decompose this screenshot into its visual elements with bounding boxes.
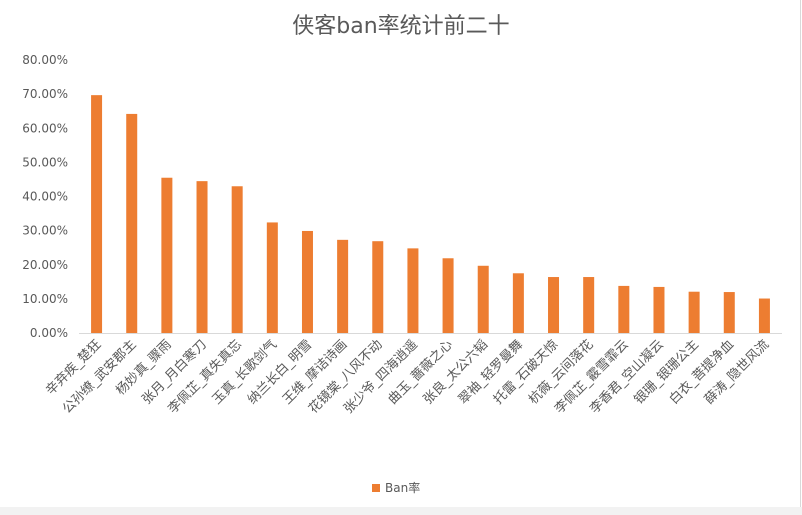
bar	[407, 248, 419, 333]
bar	[301, 230, 313, 333]
bar	[161, 177, 173, 333]
y-tick-label: 20.00%	[22, 258, 68, 272]
bar	[231, 186, 243, 333]
bar	[266, 222, 278, 333]
window-bottom-edge	[0, 507, 802, 515]
y-tick-label: 10.00%	[22, 292, 68, 306]
bar	[758, 298, 770, 333]
bar-group	[91, 95, 770, 334]
y-tick-label: 30.00%	[22, 224, 68, 238]
y-tick-label: 80.00%	[22, 53, 68, 67]
bar	[723, 292, 735, 333]
bar	[583, 277, 595, 333]
y-tick-label: 60.00%	[22, 121, 68, 135]
bar	[688, 291, 700, 333]
y-axis: 0.00% 10.00% 20.00% 30.00% 40.00% 50.00% 60.00…	[22, 53, 68, 340]
bar	[126, 113, 138, 333]
bar	[548, 277, 560, 333]
bar	[618, 285, 630, 333]
bar	[442, 258, 454, 333]
y-tick-label: 40.00%	[22, 190, 68, 204]
y-tick-label: 50.00%	[22, 155, 68, 169]
bar	[337, 239, 349, 333]
legend-label: Ban率	[385, 481, 421, 495]
bar	[477, 265, 489, 333]
chart-title: 侠客ban率统计前二十	[292, 14, 510, 39]
y-tick-label: 70.00%	[22, 87, 68, 101]
x-axis: 辛弃疾_楚狂公孙缭_武安郡主杨妙真_骤雨张月_月白寒刀李佩芷_真失真忘玉真_长歌…	[43, 337, 772, 417]
legend-swatch	[372, 483, 380, 492]
bar	[372, 241, 384, 333]
bar	[653, 286, 665, 333]
legend: Ban率	[372, 479, 420, 496]
bar	[196, 181, 208, 333]
bar	[91, 95, 103, 334]
bar	[512, 273, 524, 333]
y-tick-label: 0.00%	[30, 326, 68, 340]
